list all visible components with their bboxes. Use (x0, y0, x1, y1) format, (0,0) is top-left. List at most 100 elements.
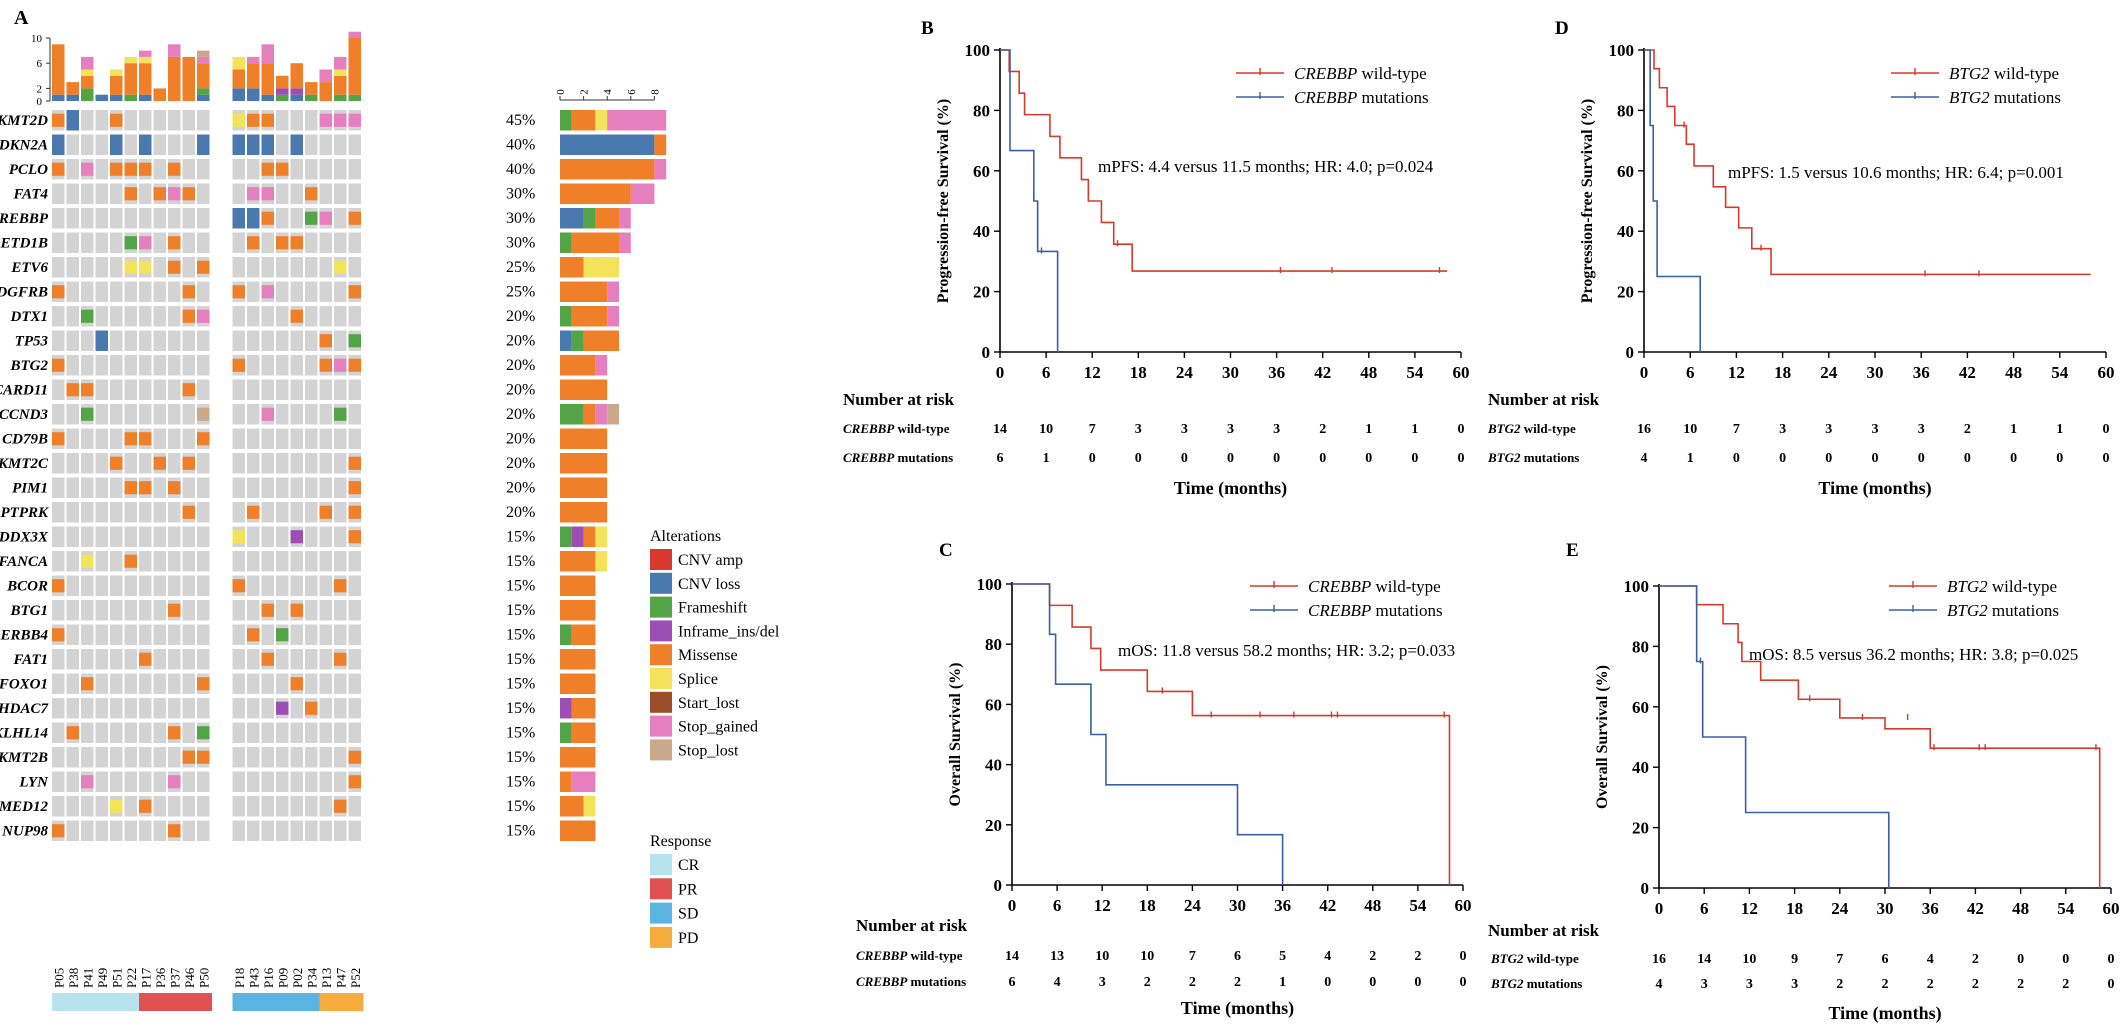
oncoprint-cell-bg (197, 624, 210, 645)
risk-value: 0 (1181, 451, 1188, 466)
oncoprint-cell-bg (139, 453, 152, 474)
legend-label: BTG2 mutations (1947, 601, 2059, 620)
oncoprint-cell-bg (276, 673, 289, 694)
x-tick-label: 42 (1319, 896, 1336, 915)
oncoprint-cell-bg (153, 502, 166, 523)
gene-percent: 15% (506, 700, 535, 717)
gene-bar-segment (560, 526, 572, 547)
oncoprint-cell-bg (232, 232, 245, 253)
oncoprint-cell-bg (348, 134, 361, 155)
oncoprint-cell-bg (261, 232, 274, 253)
gene-label: PTPRK (1, 505, 49, 521)
x-tick-label: 18 (1139, 896, 1156, 915)
alteration-legend-swatch (650, 739, 672, 761)
risk-row-label: BTG2 mutations (1487, 450, 1579, 465)
oncoprint-cell-bg (124, 110, 137, 131)
oncoprint-cell-bg (305, 502, 318, 523)
x-tick-label: 60 (2103, 899, 2120, 918)
alteration-legend-label: Splice (678, 671, 718, 688)
oncoprint-cell-bg (95, 502, 108, 523)
oncoprint-cell-bg (261, 624, 274, 645)
gene-bar-segment (560, 698, 572, 719)
risk-value: 9 (1791, 952, 1798, 967)
oncoprint-cell-bg (232, 600, 245, 621)
oncoprint-cell-bg (81, 183, 94, 204)
oncoprint-cell-bg (276, 306, 289, 327)
gene-bar-tick-label: 2 (579, 89, 591, 95)
risk-value: 3 (1701, 977, 1708, 992)
y-tick-label: 20 (985, 816, 1002, 835)
oncoprint-cell-bg (95, 183, 108, 204)
gene-bar-segment (571, 771, 596, 792)
sample-bar-segment (81, 75, 94, 89)
oncoprint-cell-bg (110, 379, 123, 400)
x-tick-label: 12 (1741, 899, 1758, 918)
mutation-curve (1659, 585, 1890, 888)
oncoprint-cell-bg (261, 747, 274, 768)
gene-bar-segment (583, 526, 596, 547)
oncoprint-cell-bg (334, 134, 347, 155)
oncoprint-cell-bg (261, 771, 274, 792)
risk-value: 0 (2108, 977, 2115, 992)
gene-bar-segment (595, 404, 608, 425)
sample-bar-segment (348, 31, 361, 38)
oncoprint-alteration-splice (334, 260, 347, 274)
oncoprint-cell-bg (334, 820, 347, 841)
oncoprint-cell-bg (81, 453, 94, 474)
oncoprint-cell-bg (81, 624, 94, 645)
oncoprint-cell-bg (182, 796, 195, 817)
oncoprint-cell-bg (52, 502, 65, 523)
oncoprint-cell-bg (124, 453, 137, 474)
sample-bar-segment (124, 94, 137, 101)
oncoprint-cell-bg (139, 281, 152, 302)
risk-value: 0 (2108, 952, 2115, 967)
sample-bar-segment (247, 88, 260, 101)
sample-bar-segment (232, 88, 245, 101)
risk-value: 2 (1144, 975, 1151, 990)
risk-value: 0 (1411, 451, 1418, 466)
oncoprint-cell-bg (124, 698, 137, 719)
oncoprint-cell-bg (95, 624, 108, 645)
oncoprint-cell-bg (348, 820, 361, 841)
oncoprint-alteration-splice (139, 260, 152, 274)
y-tick-label: 40 (1617, 222, 1634, 241)
oncoprint-cell-bg (247, 159, 260, 180)
gene-bar-segment (571, 698, 596, 719)
oncoprint-alteration-cnv_loss (247, 208, 260, 229)
sample-bar-segment (52, 94, 65, 101)
oncoprint-alteration-missense (153, 456, 166, 470)
sample-bar-segment (197, 63, 210, 89)
oncoprint-cell-bg (66, 281, 79, 302)
oncoprint-cell-bg (139, 600, 152, 621)
sample-bar-segment (290, 63, 303, 89)
gene-bar-segment (560, 722, 572, 743)
oncoprint-cell-bg (110, 208, 123, 229)
oncoprint-cell-bg (348, 575, 361, 596)
gene-label: ERBB4 (0, 628, 48, 644)
oncoprint-cell-bg (232, 502, 245, 523)
oncoprint-alteration-missense (348, 775, 361, 789)
gene-percent: 15% (506, 725, 535, 742)
gene-percent: 15% (506, 651, 535, 668)
risk-value: 0 (1460, 949, 1467, 964)
oncoprint-cell-bg (182, 820, 195, 841)
oncoprint-cell-bg (348, 428, 361, 449)
oncoprint-cell-bg (95, 232, 108, 253)
oncoprint-cell-bg (232, 159, 245, 180)
sample-label: P51 (109, 968, 124, 988)
oncoprint-cell-bg (52, 232, 65, 253)
oncoprint-cell-bg (153, 306, 166, 327)
sample-bar-segment (232, 69, 245, 89)
gene-percent: 20% (506, 455, 535, 472)
x-tick-label: 24 (1831, 899, 1849, 918)
gene-bar-segment (560, 232, 572, 253)
oncoprint-cell-bg (168, 502, 181, 523)
oncoprint-cell-bg (168, 698, 181, 719)
risk-value: 7 (1089, 422, 1096, 437)
sample-label: P34 (304, 967, 319, 988)
oncoprint-cell-bg (348, 600, 361, 621)
oncoprint-cell-bg (124, 722, 137, 743)
oncoprint-cell-bg (95, 796, 108, 817)
oncoprint-cell-bg (110, 747, 123, 768)
